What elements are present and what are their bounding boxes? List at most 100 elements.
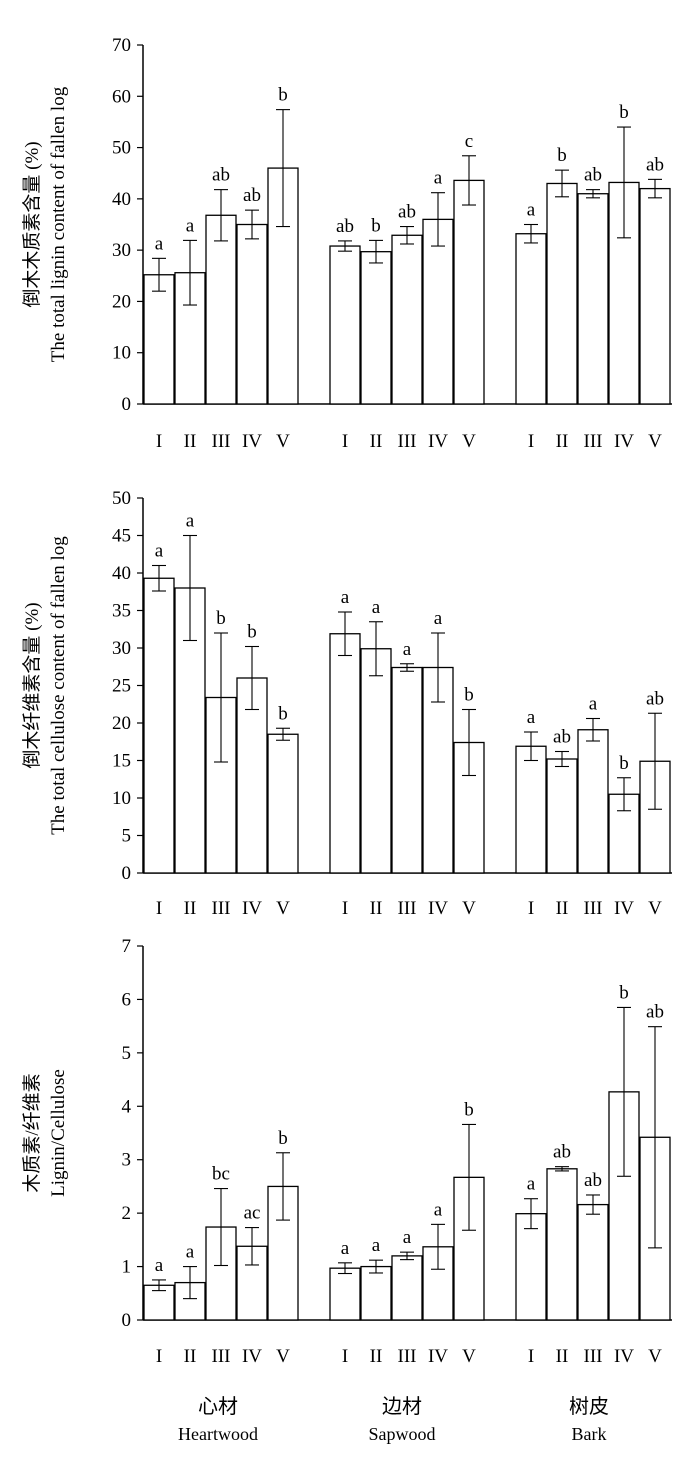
x-tick-label: IV — [428, 431, 448, 452]
x-tick-label: IV — [614, 1346, 634, 1367]
x-tick-label: I — [528, 898, 534, 919]
significance-letter: a — [341, 587, 350, 608]
x-tick-label: III — [212, 431, 231, 452]
bar — [546, 758, 578, 874]
bar — [174, 272, 206, 405]
bar — [205, 214, 237, 405]
x-tick-label: III — [398, 431, 417, 452]
y-tick-label: 70 — [112, 35, 131, 56]
x-tick-label: V — [648, 898, 662, 919]
significance-letter: ab — [584, 1170, 602, 1191]
x-tick-label: V — [276, 1346, 290, 1367]
significance-letter: ab — [584, 165, 602, 186]
y-tick-label: 2 — [122, 1203, 132, 1224]
significance-letter: ab — [646, 154, 664, 175]
x-tick-label: I — [342, 1346, 348, 1367]
bar — [360, 251, 392, 405]
significance-letter: a — [527, 200, 536, 221]
x-tick-label: V — [648, 1346, 662, 1367]
x-tick-label: II — [184, 431, 197, 452]
significance-letter: a — [155, 541, 164, 562]
bar — [577, 193, 609, 405]
significance-letter: a — [186, 511, 195, 532]
bar — [639, 187, 671, 405]
x-tick-label: II — [556, 898, 569, 919]
significance-letter: b — [464, 685, 474, 706]
bar — [422, 218, 454, 405]
group-label-bark-zh: 树皮 — [569, 1395, 609, 1418]
significance-letter: b — [216, 608, 226, 629]
y-tick-label: 0 — [122, 394, 132, 415]
bar — [143, 274, 175, 405]
y-tick-label: 5 — [122, 826, 132, 847]
group-labels: 心材 Heartwood 边材 Sapwood 树皮 Bark — [178, 1395, 609, 1444]
significance-letter: ab — [212, 165, 230, 186]
x-tick-label: II — [370, 431, 383, 452]
significance-letter: ab — [243, 185, 261, 206]
x-tick-label: I — [156, 1346, 162, 1367]
bar — [329, 633, 361, 874]
x-tick-label: III — [584, 431, 603, 452]
y-axis-title-zh: 木质素/纤维素 — [21, 1073, 43, 1192]
significance-letter: a — [186, 215, 195, 236]
significance-letter: a — [403, 1227, 412, 1248]
x-tick-label: III — [398, 898, 417, 919]
significance-letter: a — [155, 1255, 164, 1276]
group-label-sapwood-en: Sapwood — [369, 1424, 436, 1444]
significance-letter: a — [155, 233, 164, 254]
bar — [546, 182, 578, 405]
significance-letter: ab — [646, 688, 664, 709]
x-tick-label: IV — [428, 1346, 448, 1367]
significance-letter: b — [371, 215, 381, 236]
x-tick-label: V — [648, 431, 662, 452]
significance-letter: ab — [646, 1002, 664, 1023]
chart-panel-2: 0 5 10 15 20 25 30 35 40 45 50 倒木纤维素含量 (%) The total… — [21, 488, 672, 919]
bar — [515, 1213, 547, 1321]
x-tick-label: I — [156, 898, 162, 919]
significance-letter: a — [434, 168, 443, 189]
y-tick-label: 5 — [122, 1043, 132, 1064]
x-tick-label: II — [370, 1346, 383, 1367]
bar — [453, 179, 485, 405]
significance-letter: ab — [336, 216, 354, 237]
y-tick-label: 0 — [122, 863, 132, 884]
bar — [205, 696, 237, 874]
x-tick-label: I — [528, 431, 534, 452]
significance-letter: b — [464, 1099, 474, 1120]
x-tick-label: V — [462, 431, 476, 452]
y-axis-title-zh: 倒木纤维素含量 (%) — [21, 602, 43, 768]
significance-letter: ac — [244, 1203, 261, 1224]
significance-letter: a — [186, 1242, 195, 1263]
y-tick-label: 10 — [112, 343, 131, 364]
significance-letter: b — [278, 703, 288, 724]
x-tick-label: IV — [614, 898, 634, 919]
y-tick-label: 1 — [122, 1257, 132, 1278]
y-tick-label: 60 — [112, 86, 131, 107]
y-tick-label: 7 — [122, 936, 132, 957]
x-tick-label: III — [584, 1346, 603, 1367]
bar — [577, 1203, 609, 1321]
x-tick-label: I — [156, 431, 162, 452]
y-tick-label: 4 — [122, 1096, 132, 1117]
y-tick-label: 20 — [112, 713, 131, 734]
y-tick-label: 15 — [112, 751, 131, 772]
x-tick-label: IV — [242, 1346, 262, 1367]
x-tick-label: IV — [614, 431, 634, 452]
y-tick-label: 35 — [112, 601, 131, 622]
y-tick-label: 25 — [112, 676, 131, 697]
bar — [515, 745, 547, 874]
significance-letter: a — [527, 707, 536, 728]
y-tick-label: 3 — [122, 1150, 132, 1171]
y-tick-label: 30 — [112, 240, 131, 261]
significance-letter: b — [557, 145, 567, 166]
significance-letter: b — [619, 753, 629, 774]
group-label-heartwood-en: Heartwood — [178, 1424, 258, 1444]
x-tick-label: III — [212, 898, 231, 919]
bar — [515, 233, 547, 405]
bar — [391, 234, 423, 405]
y-tick-label: 30 — [112, 638, 131, 659]
x-tick-label: II — [556, 431, 569, 452]
